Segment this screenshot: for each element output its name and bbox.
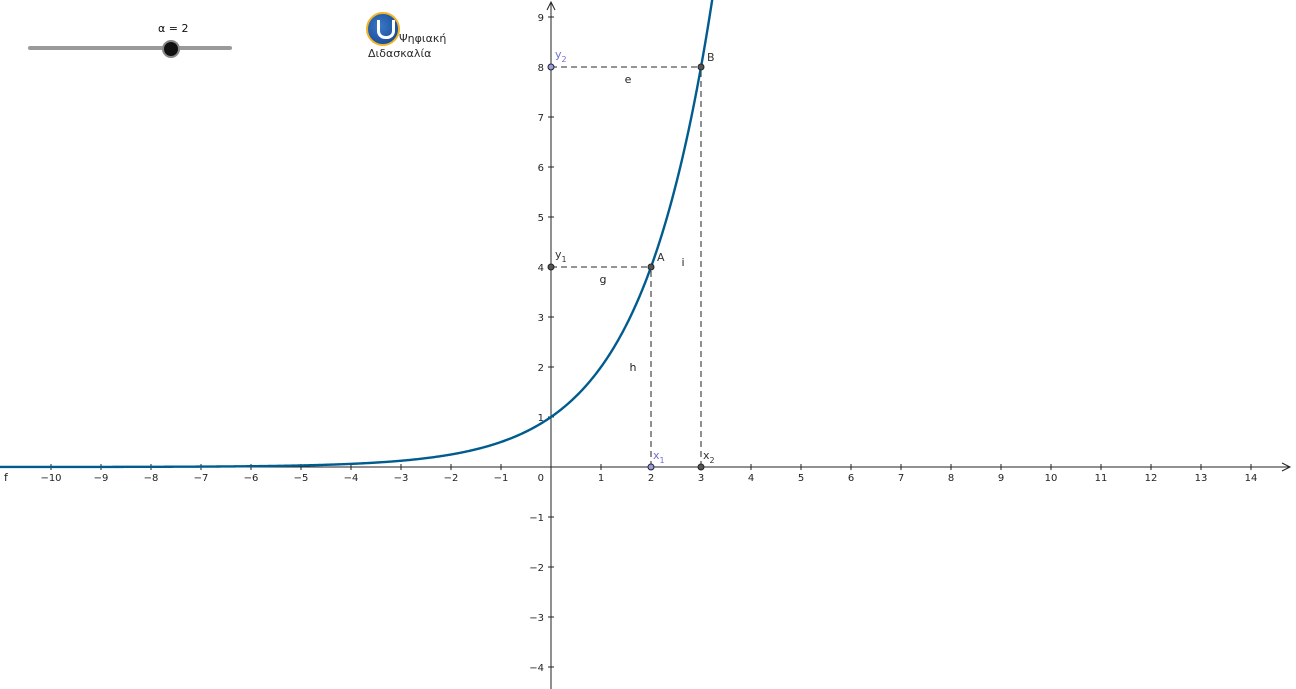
point-label-x1: x1 bbox=[653, 449, 665, 465]
y-tick-label: 6 bbox=[538, 163, 544, 174]
y-tick-label: 5 bbox=[538, 213, 544, 224]
logo-icon bbox=[366, 12, 400, 46]
x-tick-label: −8 bbox=[144, 473, 159, 484]
segment-label-h: h bbox=[630, 361, 637, 374]
y-tick-label: 7 bbox=[538, 113, 544, 124]
x-tick-label: 4 bbox=[748, 473, 754, 484]
digital-teaching-logo: Ψηφιακή Διδασκαλία bbox=[366, 12, 476, 64]
y-tick-label: 1 bbox=[538, 413, 544, 424]
y-tick-label: −3 bbox=[529, 613, 544, 624]
alpha-slider[interactable]: α = 2 bbox=[26, 18, 236, 62]
x-tick-label: 12 bbox=[1145, 473, 1158, 484]
y-tick-label: 3 bbox=[538, 313, 544, 324]
x-tick-label: −3 bbox=[394, 473, 409, 484]
x-tick-label: 7 bbox=[898, 473, 904, 484]
origin-label: 0 bbox=[538, 473, 544, 484]
x-tick-label: 11 bbox=[1095, 473, 1108, 484]
y-tick-label: −4 bbox=[529, 663, 544, 674]
x-tick-label: −7 bbox=[194, 473, 209, 484]
point-label-B: B bbox=[707, 51, 715, 64]
y-tick-label: −2 bbox=[529, 563, 544, 574]
point-B[interactable] bbox=[697, 63, 705, 71]
logo-text-line2: Διδασκαλία bbox=[368, 47, 432, 60]
x-tick-label: 6 bbox=[848, 473, 854, 484]
point-label-A: A bbox=[657, 251, 665, 264]
x-tick-label: 2 bbox=[648, 473, 654, 484]
slider-label: α = 2 bbox=[158, 22, 189, 35]
x-tick-label: 5 bbox=[798, 473, 804, 484]
x-tick-label: −10 bbox=[40, 473, 61, 484]
point-A[interactable] bbox=[647, 263, 655, 271]
function-curve[interactable] bbox=[0, 0, 720, 469]
x-tick-label: −5 bbox=[294, 473, 309, 484]
x-tick-label: −9 bbox=[94, 473, 109, 484]
x-tick-label: 1 bbox=[598, 473, 604, 484]
points: A Bx1 x2 y1 y2 bbox=[547, 48, 715, 471]
slider-track[interactable] bbox=[28, 46, 232, 50]
point-x1[interactable] bbox=[647, 463, 655, 471]
x-tick-label: −2 bbox=[444, 473, 459, 484]
function-label: f bbox=[4, 471, 9, 484]
x-tick-label: −6 bbox=[244, 473, 259, 484]
slider-thumb[interactable] bbox=[161, 40, 180, 58]
point-x2[interactable] bbox=[697, 463, 705, 471]
y-tick-label: 9 bbox=[538, 13, 544, 24]
segment-label-g: g bbox=[600, 273, 607, 286]
segment-label-e: e bbox=[625, 73, 632, 86]
dashed-segments: g h e i bbox=[551, 66, 702, 467]
point-label-y2: y2 bbox=[555, 48, 567, 64]
segment-label-i: i bbox=[681, 256, 684, 269]
y-tick-label: 8 bbox=[538, 63, 544, 74]
x-tick-label: 13 bbox=[1195, 473, 1208, 484]
point-y2[interactable] bbox=[547, 63, 555, 71]
point-y1[interactable] bbox=[547, 263, 555, 271]
x-tick-label: 3 bbox=[698, 473, 704, 484]
x-tick-label: −4 bbox=[344, 473, 359, 484]
y-tick-label: −1 bbox=[529, 513, 544, 524]
x-axis-arrow bbox=[1281, 462, 1292, 472]
y-tick-label: 2 bbox=[538, 363, 544, 374]
x-tick-label: 9 bbox=[998, 473, 1004, 484]
x-tick-label: −1 bbox=[494, 473, 509, 484]
x-tick-label: 14 bbox=[1245, 473, 1258, 484]
y-axis-arrow bbox=[546, 0, 556, 11]
point-label-y1: y1 bbox=[555, 248, 567, 264]
axis-ticks: −10 −9 −8 −7 −6 −5 −4 −3 −2 −1 1 2 3 4 5 6 7 8 9 10 11 12 13 14… bbox=[40, 13, 1257, 674]
x-tick-label: 8 bbox=[948, 473, 954, 484]
logo-text-line1: Ψηφιακή bbox=[399, 32, 447, 45]
y-tick-label: 4 bbox=[538, 263, 544, 274]
x-tick-label: 10 bbox=[1045, 473, 1058, 484]
point-label-x2: x2 bbox=[703, 449, 715, 465]
